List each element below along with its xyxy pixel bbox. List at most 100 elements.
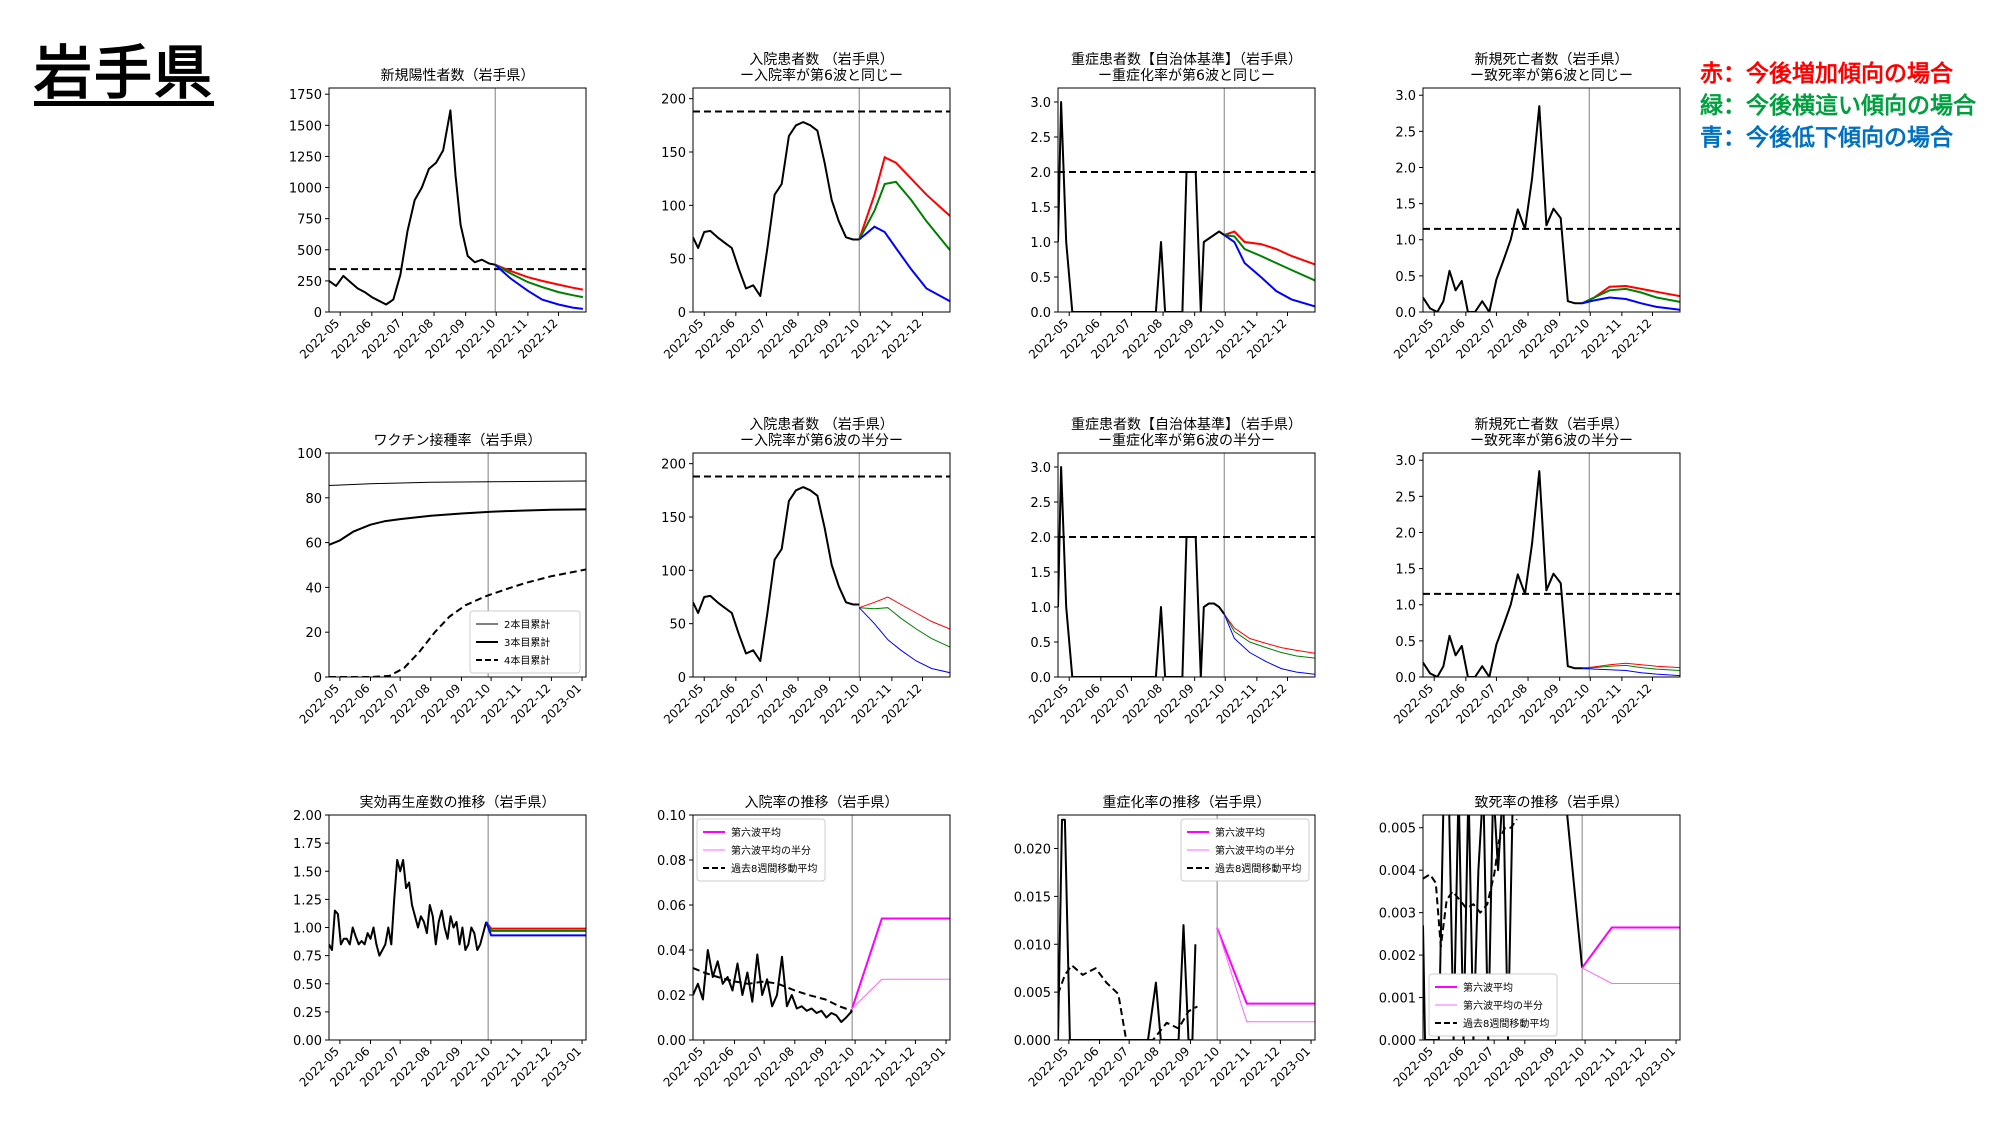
series-line: [329, 508, 586, 546]
observed-line: [1058, 101, 1225, 312]
chart-title: 致死率の推移（岩手県）: [1475, 794, 1629, 811]
y-tick-label: 0: [314, 306, 322, 321]
y-tick-label: 100: [661, 199, 686, 214]
y-tick-label: 3.0: [1030, 96, 1051, 111]
projection-line: [1223, 613, 1315, 675]
y-tick-label: 1.0: [1030, 601, 1051, 616]
y-tick-label: 1.5: [1030, 566, 1051, 581]
legend-label: 4本目累計: [504, 654, 550, 667]
y-tick-label: 0.005: [1379, 822, 1416, 837]
y-tick-label: 0.020: [1014, 843, 1051, 858]
y-tick-label: 1.00: [293, 922, 322, 937]
y-tick-label: 0.002: [1379, 949, 1416, 964]
y-tick-label: 1.5: [1395, 563, 1416, 578]
axes-frame: [328, 814, 587, 1041]
projection-line: [485, 921, 586, 930]
y-tick-label: 150: [661, 146, 686, 161]
y-tick-label: 2.5: [1395, 125, 1416, 140]
legend-label: 過去8週間移動平均: [731, 862, 817, 875]
y-tick-label: 0.015: [1014, 890, 1051, 905]
y-tick-label: 0.02: [657, 989, 686, 1004]
y-tick-label: 200: [661, 458, 686, 473]
y-tick-label: 40: [305, 581, 322, 596]
y-tick-label: 0.004: [1379, 864, 1416, 879]
axes-frame: [692, 452, 951, 678]
y-tick-label: 0.04: [657, 944, 686, 959]
chart-title: ー致死率が第6波と同じー: [1470, 67, 1633, 84]
y-tick-label: 250: [297, 275, 322, 290]
y-tick-label: 1.50: [293, 865, 322, 880]
y-tick-label: 50: [669, 253, 686, 268]
y-tick-label: 0.010: [1014, 938, 1051, 953]
y-tick-label: 0.75: [293, 950, 322, 965]
projection-line: [1582, 667, 1680, 677]
projection-line: [1581, 296, 1680, 311]
projection-line: [1223, 230, 1315, 266]
y-tick-label: 1500: [289, 119, 322, 134]
y-tick-label: 1.75: [293, 837, 322, 852]
chart-title: ー致死率が第6波の半分ー: [1470, 432, 1633, 449]
plot-area: [329, 815, 586, 1040]
plot-area: [1423, 453, 1680, 677]
chart-title: 重症化率の推移（岩手県）: [1103, 794, 1271, 811]
legend-box: [1428, 973, 1558, 1037]
chart-deaths_same: 新規死亡者数（岩手県）ー致死率が第6波と同じー 0.0 0.5 1.0 1.5 2.0 2.…: [1391, 52, 1681, 362]
legend-label: 第六波平均の半分: [731, 844, 811, 857]
projection-line: [1216, 927, 1315, 1005]
plot-area: [1423, 88, 1680, 312]
projection-line: [1216, 927, 1315, 1023]
y-tick-label: 750: [297, 213, 322, 228]
chart-deaths_half: 新規死亡者数（岩手県）ー致死率が第6波の半分ー 0.0 0.5 1.0 1.5 2.0 2.…: [1391, 417, 1681, 727]
series-line: [693, 949, 853, 1023]
y-tick-label: 500: [297, 244, 322, 259]
legend-box: [469, 610, 581, 674]
y-tick-label: 2.0: [1030, 166, 1051, 181]
plot-area: [329, 88, 586, 312]
series-line: [693, 967, 853, 1012]
y-tick-label: 0.10: [657, 809, 686, 824]
y-tick-label: 2.5: [1030, 131, 1051, 146]
y-tick-label: 150: [661, 511, 686, 526]
legend-label: 過去8週間移動平均: [1463, 1017, 1549, 1030]
legend-box: [696, 818, 826, 882]
y-tick-label: 0.00: [657, 1034, 686, 1049]
projection-line: [859, 596, 950, 630]
chart-title: 入院率の推移（岩手県）: [745, 794, 899, 811]
chart-severe_same: 重症患者数【自治体基準】（岩手県）ー重症化率が第6波と同じー 0.0 0.5 1.0 1…: [1026, 51, 1316, 362]
chart-title: 重症患者数【自治体基準】（岩手県）: [1071, 51, 1302, 68]
observed-line: [329, 109, 496, 306]
y-tick-label: 3.0: [1395, 89, 1416, 104]
chart-title: 重症患者数【自治体基準】（岩手県）: [1071, 416, 1302, 433]
chart-title: 実効再生産数の推移（岩手県）: [360, 795, 556, 811]
projection-line: [1223, 613, 1315, 659]
axes-frame: [1422, 452, 1681, 678]
y-tick-label: 0.50: [293, 978, 322, 993]
y-tick-label: 0.0: [1030, 306, 1051, 321]
axes-frame: [1057, 452, 1316, 678]
y-tick-label: 0.0: [1030, 671, 1051, 686]
legend-note-green: 緑：今後横這い傾向の場合: [1700, 93, 1976, 119]
y-tick-label: 1750: [289, 88, 322, 103]
projection-line: [859, 607, 950, 648]
y-tick-label: 2.0: [1395, 161, 1416, 176]
legend-label: 第六波平均の半分: [1215, 844, 1295, 857]
legend-note-blue: 青：今後低下傾向の場合: [1700, 125, 1953, 151]
y-tick-label: 1.0: [1030, 236, 1051, 251]
y-tick-label: 0.0: [1395, 306, 1416, 321]
y-tick-label: 50: [669, 618, 686, 633]
y-tick-label: 0.06: [657, 899, 686, 914]
y-tick-label: 1000: [289, 182, 322, 197]
observed-line: [1423, 470, 1590, 677]
y-tick-label: 0.25: [293, 1006, 322, 1021]
legend-label: 第六波平均: [1463, 981, 1513, 994]
plot-area: [1058, 88, 1315, 312]
legend-label: 過去8週間移動平均: [1215, 862, 1301, 875]
chart-title: ー重症化率が第6波の半分ー: [1098, 432, 1275, 449]
y-tick-label: 1250: [289, 150, 322, 165]
series-line: [329, 568, 586, 677]
chart-title: 入院患者数 （岩手県）: [749, 417, 893, 433]
legend-label: 3本目累計: [504, 636, 550, 649]
y-tick-label: 0.005: [1014, 986, 1051, 1001]
